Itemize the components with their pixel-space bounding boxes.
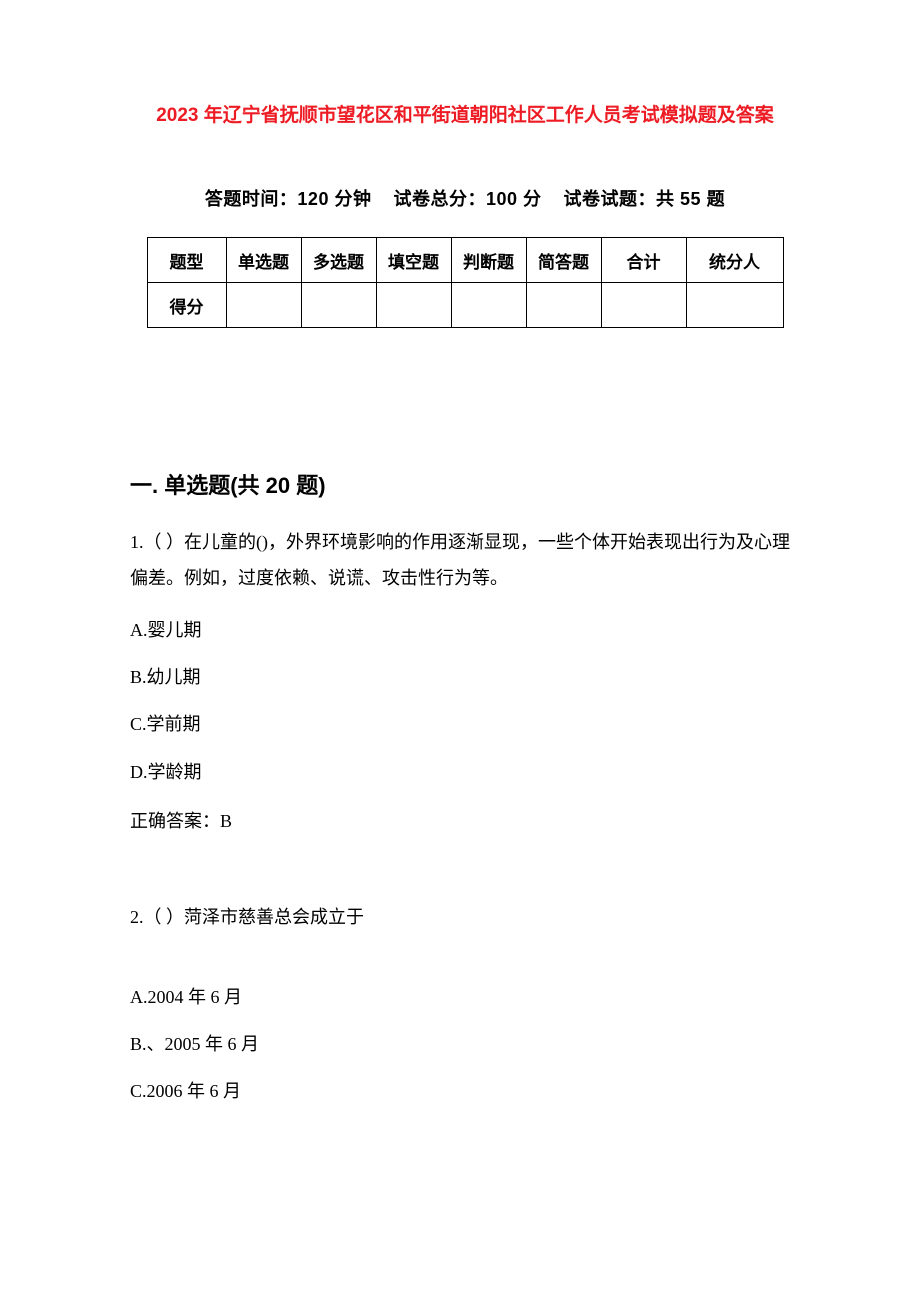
- score-cell: [686, 283, 783, 328]
- col-header-multi: 多选题: [301, 238, 376, 283]
- document-title: 2023 年辽宁省抚顺市望花区和平街道朝阳社区工作人员考试模拟题及答案: [130, 100, 800, 127]
- exam-document-page: 2023 年辽宁省抚顺市望花区和平街道朝阳社区工作人员考试模拟题及答案 答题时间…: [0, 0, 920, 1302]
- question-1-answer: 正确答案：B: [130, 807, 800, 833]
- count-label: 试卷试题：: [564, 189, 657, 209]
- score-cell: [526, 283, 601, 328]
- total-label: 试卷总分：: [393, 189, 486, 209]
- col-header-scorer: 统分人: [686, 238, 783, 283]
- score-cell: [376, 283, 451, 328]
- col-header-total: 合计: [601, 238, 686, 283]
- row-header-type: 题型: [147, 238, 226, 283]
- section-heading-single-choice: 一. 单选题(共 20 题): [130, 468, 800, 500]
- total-value: 100 分: [486, 189, 542, 209]
- exam-meta-line: 答题时间：120 分钟 试卷总分：100 分 试卷试题：共 55 题: [130, 185, 800, 211]
- question-2-stem: 2.（ ）菏泽市慈善总会成立于: [130, 903, 800, 929]
- time-label: 答题时间：: [205, 189, 298, 209]
- option-c: C.2006 年 6 月: [130, 1079, 800, 1104]
- question-2-options: A.2004 年 6 月 B.、2005 年 6 月 C.2006 年 6 月: [130, 985, 800, 1105]
- option-b: B.、2005 年 6 月: [130, 1032, 800, 1057]
- col-header-judge: 判断题: [451, 238, 526, 283]
- option-c: C.学前期: [130, 712, 800, 737]
- score-cell: [301, 283, 376, 328]
- score-cell: [226, 283, 301, 328]
- question-1-options: A.婴儿期 B.幼儿期 C.学前期 D.学龄期: [130, 618, 800, 785]
- option-a: A.婴儿期: [130, 618, 800, 643]
- score-cell: [451, 283, 526, 328]
- count-value: 共 55 题: [656, 189, 725, 209]
- col-header-fill: 填空题: [376, 238, 451, 283]
- row-header-score: 得分: [147, 283, 226, 328]
- option-d: D.学龄期: [130, 760, 800, 785]
- score-table: 题型 单选题 多选题 填空题 判断题 简答题 合计 统分人 得分: [147, 237, 784, 328]
- table-row: 得分: [147, 283, 783, 328]
- col-header-short: 简答题: [526, 238, 601, 283]
- table-row: 题型 单选题 多选题 填空题 判断题 简答题 合计 统分人: [147, 238, 783, 283]
- option-b: B.幼儿期: [130, 665, 800, 690]
- question-1-stem: 1.（ ）在儿童的()，外界环境影响的作用逐渐显现，一些个体开始表现出行为及心理…: [130, 524, 800, 596]
- col-header-single: 单选题: [226, 238, 301, 283]
- option-a: A.2004 年 6 月: [130, 985, 800, 1010]
- score-cell: [601, 283, 686, 328]
- time-value: 120 分钟: [297, 189, 371, 209]
